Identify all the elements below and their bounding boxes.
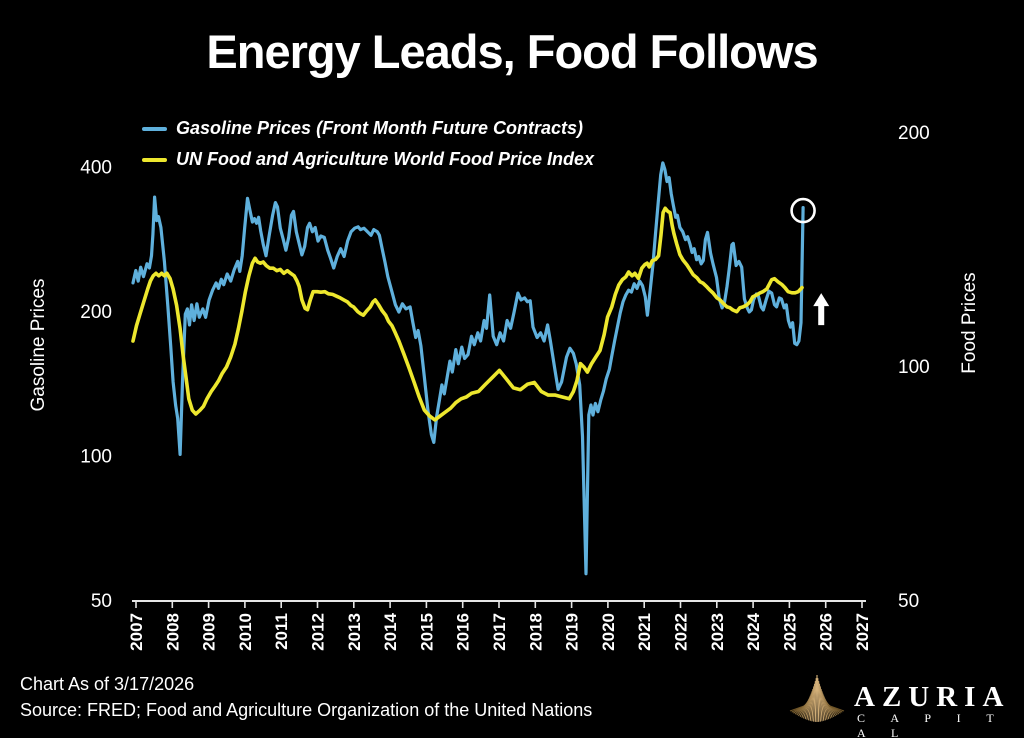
x-tick-label: 2015	[417, 613, 436, 651]
right-axis-title: Food Prices	[959, 272, 980, 373]
x-tick-label: 2027	[853, 613, 872, 651]
page-title: Energy Leads, Food Follows	[206, 25, 818, 78]
right-axis-tick-label: 200	[898, 123, 930, 144]
chart-as-of-text: Chart As of 3/17/2026	[20, 674, 195, 694]
up-arrow-icon	[813, 293, 830, 326]
series-line-0	[131, 161, 805, 576]
left-axis-tick-label: 100	[80, 447, 112, 468]
x-tick-label: 2008	[163, 613, 182, 651]
x-tick-label: 2011	[272, 613, 291, 650]
x-tick-label: 2026	[817, 613, 836, 651]
left-axis-tick-label: 400	[80, 158, 112, 179]
left-axis-tick-label: 50	[91, 591, 112, 612]
brand-name: AZURIA	[854, 681, 1011, 713]
x-tick-label: 2017	[490, 613, 509, 651]
x-tick-label: 2016	[454, 613, 473, 651]
x-tick-label: 2013	[345, 613, 364, 651]
brand-fan-icon	[789, 675, 845, 722]
food-line-swatch-icon	[142, 157, 167, 162]
x-tick-label: 2007	[127, 613, 146, 651]
series-line-1	[131, 206, 804, 422]
x-tick-label: 2025	[780, 613, 799, 651]
brand-logo: AZURIA C A P I T A L	[786, 670, 1016, 738]
legend-label-food: UN Food and Agriculture World Food Price…	[176, 149, 595, 169]
x-tick-label: 2009	[200, 613, 219, 651]
x-tick-label: 2024	[744, 612, 763, 650]
x-tick-label: 2018	[526, 613, 545, 651]
left-axis-tick-label: 200	[80, 302, 112, 323]
legend-label-gasoline: Gasoline Prices (Front Month Future Cont…	[176, 118, 584, 138]
gasoline-line-swatch-icon	[142, 126, 167, 131]
legend: Gasoline Prices (Front Month Future Cont…	[142, 113, 594, 175]
x-tick-label: 2014	[381, 612, 400, 650]
x-tick-label: 2012	[309, 613, 328, 651]
x-tick-label: 2023	[708, 613, 727, 651]
x-tick-label: 2020	[599, 613, 618, 651]
legend-item-food: UN Food and Agriculture World Food Price…	[142, 144, 594, 175]
source-text: Source: FRED; Food and Agriculture Organ…	[20, 700, 593, 720]
brand-subtitle: C A P I T A L	[857, 711, 1005, 738]
left-axis-title: Gasoline Prices	[28, 278, 49, 411]
x-tick-label: 2021	[635, 613, 654, 651]
x-tick-label: 2010	[236, 613, 255, 651]
right-axis-tick-label: 50	[898, 591, 919, 612]
right-axis-tick-label: 100	[898, 357, 930, 378]
highlight-circle-icon	[790, 197, 816, 224]
legend-item-gasoline: Gasoline Prices (Front Month Future Cont…	[142, 113, 594, 144]
x-tick-label: 2019	[563, 613, 582, 651]
x-tick-label: 2022	[672, 613, 691, 651]
